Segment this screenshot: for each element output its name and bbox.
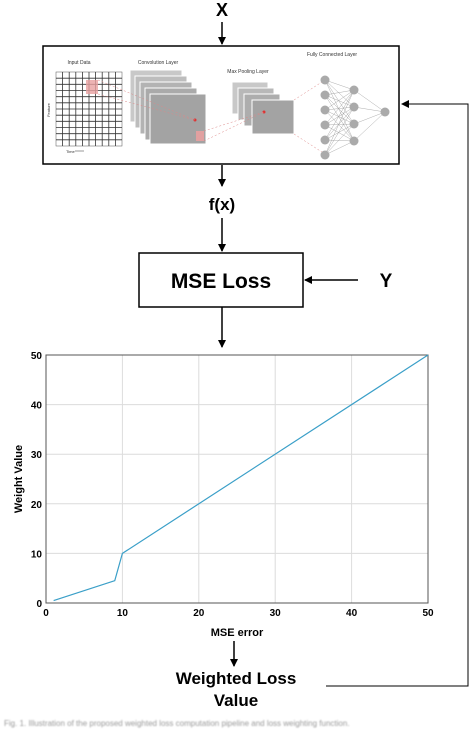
x-tick-label: 10 xyxy=(117,608,129,619)
fc-node xyxy=(349,85,359,95)
chart-frame xyxy=(45,354,429,604)
y-tick-label: 20 xyxy=(31,500,43,511)
chart-series xyxy=(53,354,429,602)
fc-node xyxy=(320,90,330,100)
fc-layer xyxy=(320,75,390,160)
chart-ticks: 0 10 20 30 40 50 0 10 20 30 40 50 xyxy=(31,351,434,619)
y-tick-label: 0 xyxy=(36,599,42,610)
input-y-label: Y xyxy=(380,271,393,292)
y-tick-label: 10 xyxy=(31,549,43,560)
chart-ylabel: Weight Value xyxy=(13,445,25,513)
x-tick-label: 0 xyxy=(43,608,49,619)
fc-node xyxy=(349,136,359,146)
fc-node xyxy=(320,105,330,115)
output-label-line1: Weighted Loss xyxy=(176,669,297,688)
weight-chart: 0 10 20 30 40 50 0 10 20 30 40 50 MSE error Weight … xyxy=(13,351,434,639)
x-tick-label: 30 xyxy=(270,608,282,619)
input-x-label: X xyxy=(216,0,228,20)
fc-node xyxy=(320,150,330,160)
cnn-block: Input Data Feature Time Convolution Laye… xyxy=(42,45,400,165)
output-label-line2: Value xyxy=(214,691,258,710)
fc-node xyxy=(349,102,359,112)
y-tick-label: 50 xyxy=(31,351,43,362)
y-tick-label: 40 xyxy=(31,401,43,412)
series-line xyxy=(53,354,429,602)
fc-output-node xyxy=(380,107,390,117)
mse-loss-label: MSE Loss xyxy=(171,270,271,293)
input-data-label: Input Data xyxy=(67,60,90,66)
feature-axis-label: Feature xyxy=(46,102,51,117)
chart-xlabel: MSE error xyxy=(211,627,264,639)
fc-node xyxy=(320,75,330,85)
time-axis-label: Time xyxy=(66,149,76,154)
x-tick-label: 20 xyxy=(193,608,205,619)
pool-layer-label: Max Pooling Layer xyxy=(227,69,269,75)
feedback-loop-line xyxy=(326,100,469,687)
fc-node xyxy=(349,119,359,129)
fc-node xyxy=(320,135,330,145)
mse-loss-box xyxy=(138,252,304,308)
connector-lines xyxy=(97,79,326,155)
fc-layer-label: Fully Connected Layer xyxy=(307,52,357,58)
x-tick-label: 50 xyxy=(422,608,434,619)
input-highlight xyxy=(86,80,98,94)
conv-layer-label: Convolution Layer xyxy=(138,60,179,66)
input-data-grid xyxy=(55,71,123,147)
x-tick-label: 40 xyxy=(346,608,358,619)
fx-label: f(x) xyxy=(209,195,235,214)
conv-highlight xyxy=(196,131,204,141)
y-tick-label: 30 xyxy=(31,450,43,461)
fc-node xyxy=(320,120,330,130)
caption-fragment: Fig. 1. Illustration of the proposed wei… xyxy=(4,719,350,728)
pool-layer-stack xyxy=(231,81,295,135)
